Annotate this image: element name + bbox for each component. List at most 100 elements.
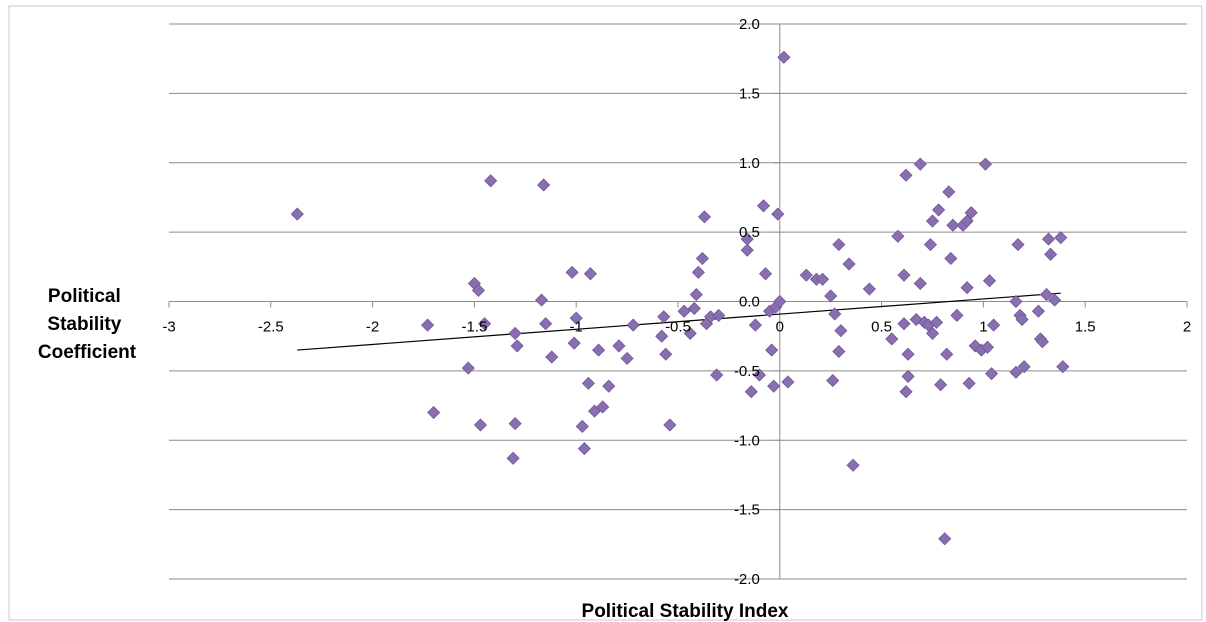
- data-point: [473, 418, 488, 432]
- data-point: [1054, 231, 1068, 245]
- y-axis-title-line-1: Political: [48, 286, 121, 307]
- data-point: [964, 206, 978, 220]
- data-point: [657, 310, 671, 324]
- gridlines: [169, 23, 1187, 580]
- data-point: [1009, 294, 1023, 309]
- data-point: [1044, 247, 1058, 261]
- data-point: [765, 343, 779, 357]
- data-point: [567, 336, 581, 350]
- x-tick-label: -3: [162, 319, 175, 336]
- x-tick-label: 0: [776, 319, 784, 336]
- data-point: [1011, 238, 1025, 252]
- data-point: [923, 238, 938, 252]
- data-point: [826, 374, 840, 388]
- trendline-group: [297, 292, 1061, 351]
- x-tick-label: -2.5: [258, 319, 284, 336]
- data-point: [655, 329, 669, 343]
- data-point: [938, 532, 952, 546]
- data-point: [781, 375, 795, 389]
- data-point: [950, 308, 964, 322]
- data-point: [832, 344, 846, 359]
- data-point: [799, 268, 813, 282]
- data-point: [925, 214, 940, 228]
- data-point: [508, 417, 522, 431]
- data-point: [484, 174, 498, 188]
- x-tick-label: 0.5: [871, 319, 892, 336]
- x-tick-label: 2: [1183, 319, 1191, 336]
- x-tick-label: -1.5: [461, 319, 487, 336]
- data-point: [421, 318, 435, 332]
- data-point: [697, 210, 712, 224]
- data-point: [581, 376, 595, 390]
- data-point: [596, 400, 610, 414]
- x-tick-label: -1: [570, 319, 583, 336]
- y-tick-label: 1.0: [739, 155, 760, 172]
- trendline: [297, 292, 1061, 351]
- data-point: [758, 267, 773, 281]
- data-point: [940, 347, 954, 361]
- data-point: [537, 178, 551, 192]
- y-tick-label: -0.5: [734, 363, 760, 380]
- data-point: [577, 442, 591, 456]
- data-point: [535, 293, 549, 307]
- data-point: [862, 282, 876, 296]
- data-point: [932, 203, 946, 217]
- data-point: [659, 347, 673, 361]
- y-axis-title-line-3: Coefficient: [38, 342, 137, 363]
- data-point: [984, 367, 999, 381]
- data-point: [925, 326, 940, 340]
- data-points: [290, 50, 1070, 546]
- x-tick-label: 1.5: [1075, 319, 1096, 336]
- data-point: [471, 283, 486, 297]
- data-point: [980, 340, 995, 354]
- data-point: [846, 458, 860, 472]
- data-point: [987, 318, 1001, 332]
- data-point: [913, 276, 927, 291]
- data-point: [767, 379, 781, 393]
- data-point: [934, 378, 948, 392]
- data-point: [978, 157, 993, 171]
- y-axis-title: Political Stability Coefficient: [38, 286, 137, 363]
- y-tick-label: 1.5: [739, 85, 760, 102]
- data-point: [478, 317, 492, 331]
- data-point: [744, 385, 758, 399]
- data-point: [626, 318, 640, 332]
- data-point: [1056, 360, 1070, 374]
- x-axis-title: Political Stability Index: [582, 601, 789, 622]
- data-point: [901, 369, 915, 383]
- data-point: [824, 289, 838, 303]
- data-point: [677, 304, 691, 318]
- data-point: [1015, 312, 1029, 327]
- data-point: [691, 265, 705, 279]
- data-point: [689, 287, 703, 302]
- data-point: [899, 385, 913, 399]
- data-point: [842, 257, 856, 271]
- data-point: [545, 350, 559, 364]
- data-point: [687, 301, 701, 316]
- data-point: [756, 199, 771, 213]
- data-point: [899, 168, 913, 182]
- data-point: [740, 243, 754, 257]
- data-point: [1039, 287, 1054, 302]
- data-point: [612, 339, 626, 353]
- data-point: [815, 272, 830, 286]
- data-point: [1031, 304, 1045, 318]
- chart-area-frame: [8, 5, 1203, 621]
- data-point: [712, 308, 726, 322]
- data-point: [510, 339, 524, 353]
- data-point: [539, 317, 553, 331]
- x-tick-label: -2: [366, 319, 379, 336]
- data-point: [1035, 335, 1050, 349]
- data-point: [1041, 232, 1056, 246]
- data-point: [834, 324, 848, 338]
- data-point: [683, 326, 697, 340]
- data-point: [710, 368, 724, 382]
- data-point: [901, 347, 915, 361]
- data-point: [891, 229, 905, 243]
- data-point: [461, 361, 475, 375]
- data-point: [832, 238, 846, 252]
- tick-labels: -3 -2.5 -2 -1.5 -1 -0.5 0 0.5 1 1.5 2 2.0 1.5 1.0 0.5 0…: [162, 16, 1191, 588]
- data-point: [930, 315, 944, 329]
